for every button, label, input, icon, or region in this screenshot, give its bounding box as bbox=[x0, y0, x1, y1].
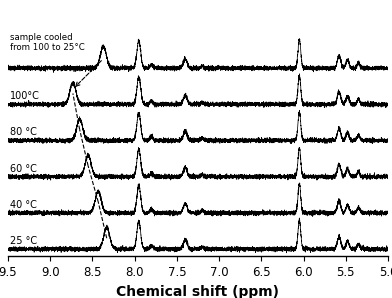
Text: sample cooled
from 100 to 25°C: sample cooled from 100 to 25°C bbox=[9, 33, 84, 52]
X-axis label: Chemical shift (ppm): Chemical shift (ppm) bbox=[116, 285, 279, 298]
Text: 100°C: 100°C bbox=[9, 91, 40, 101]
Text: 60 °C: 60 °C bbox=[9, 164, 36, 173]
Text: 25 °C: 25 °C bbox=[9, 236, 37, 246]
Text: 40 °C: 40 °C bbox=[9, 200, 36, 210]
Text: 80 °C: 80 °C bbox=[9, 127, 36, 137]
